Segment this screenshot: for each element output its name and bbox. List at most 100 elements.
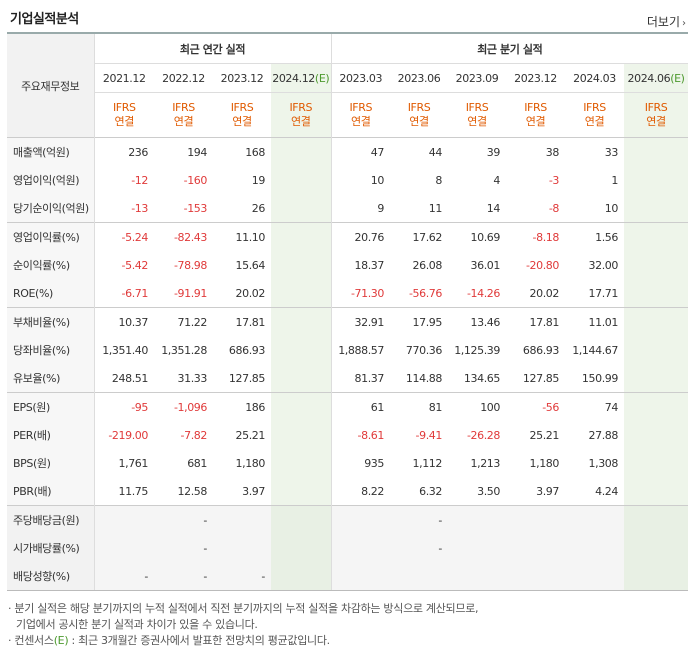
row-label: 부채비율(%) — [7, 307, 95, 336]
table-cell — [271, 336, 332, 364]
table-cell — [565, 505, 624, 534]
period-header: 2023.09 — [448, 63, 506, 93]
table-cell: -8.61 — [357, 428, 385, 442]
consolidated-label: 연결 — [232, 115, 252, 128]
table-cell: - — [390, 534, 448, 562]
table-cell — [624, 137, 689, 166]
table-cell: 4.24 — [595, 484, 618, 498]
table-cell: 39 — [448, 137, 506, 166]
estimate-marker: (E) — [314, 71, 330, 85]
table-cell — [331, 505, 390, 534]
table-cell — [624, 534, 689, 562]
row-label: 영업이익률(%) — [7, 222, 95, 251]
table-cell: -7.82 — [180, 428, 208, 442]
table-row: 배당성향(%) - - - — [7, 562, 689, 591]
table-cell: -20.80 — [525, 258, 559, 272]
table-cell: - — [94, 562, 154, 591]
table-cell: 8.22 — [361, 484, 384, 498]
row-label: 매출액(억원) — [7, 137, 95, 166]
table-cell: 770.36 — [405, 343, 442, 357]
period-header: 2021.12 — [94, 63, 154, 93]
table-cell: 935 — [364, 456, 384, 470]
ifrs-basis: IFRS 연결 — [154, 93, 213, 138]
ifrs-basis: IFRS 연결 — [624, 92, 689, 138]
table-cell: -13 — [131, 201, 148, 215]
table-cell: 10.69 — [448, 222, 506, 251]
table-cell: 1,351.40 — [102, 343, 148, 357]
table-cell: 11 — [428, 201, 443, 215]
table-cell — [331, 534, 390, 562]
table-cell — [271, 307, 332, 336]
table-cell — [271, 166, 332, 194]
row-label: PER(배) — [7, 421, 95, 449]
table-cell: 134.65 — [463, 371, 500, 385]
ifrs-basis: IFRS 연결 — [448, 93, 506, 138]
table-cell: 31.33 — [177, 371, 208, 385]
table-cell: 186 — [213, 392, 271, 421]
table-cell: -6.71 — [121, 286, 149, 300]
table-cell — [448, 505, 506, 534]
row-label: 순이익률(%) — [7, 251, 95, 279]
ifrs-label: IFRS — [289, 101, 313, 114]
consolidated-label: 연결 — [351, 115, 371, 128]
table-cell — [624, 279, 689, 308]
period-header: 2023.03 — [331, 63, 390, 93]
row-label: 당좌비율(%) — [7, 336, 95, 364]
row-label: 유보율(%) — [7, 364, 95, 393]
table-cell: - — [154, 534, 213, 562]
table-cell: 1,180 — [529, 456, 560, 470]
period-header: 2024.06(E) — [624, 63, 689, 93]
table-cell: 8 — [435, 173, 442, 187]
table-cell: -56 — [506, 392, 565, 421]
table-cell — [271, 251, 332, 279]
table-cell — [331, 562, 390, 591]
table-cell: 44 — [390, 137, 448, 166]
table-cell: -219.00 — [108, 428, 148, 442]
more-link[interactable]: 더보기 › — [647, 13, 686, 30]
table-cell: 33 — [565, 137, 624, 166]
financial-table: 주요재무정보 최근 연간 실적 최근 분기 실적 2021.12 2022.12 2… — [7, 32, 689, 591]
table-cell: 10.37 — [94, 307, 154, 336]
table-cell: 127.85 — [228, 371, 265, 385]
table-cell: 1,351.28 — [161, 343, 207, 357]
table-cell: -5.24 — [94, 222, 154, 251]
row-label: 영업이익(억원) — [7, 166, 95, 194]
row-label: BPS(원) — [7, 449, 95, 477]
table-cell: 71.22 — [154, 307, 213, 336]
footnote-2-rest: : 최근 3개월간 증권사에서 발표한 전망치의 평균값입니다. — [68, 634, 331, 647]
ifrs-label: IFRS — [583, 101, 606, 114]
table-row: 순이익률(%) -5.42 -78.98 15.64 18.37 26.08 36.01 -2… — [7, 251, 689, 279]
table-cell: -160 — [183, 173, 208, 187]
table-row: 시가배당률(%) - - — [7, 534, 689, 562]
ifrs-label: IFRS — [172, 101, 195, 114]
table-cell — [94, 534, 154, 562]
row-label: 주당배당금(원) — [7, 505, 95, 534]
more-label: 더보기 — [646, 15, 680, 29]
table-cell: 1,112 — [412, 456, 443, 470]
table-cell: 32.91 — [331, 307, 390, 336]
consolidated-label: 연결 — [291, 115, 311, 128]
table-cell: -8.18 — [506, 222, 565, 251]
table-cell: 3.97 — [242, 484, 265, 498]
table-cell: 3.97 — [536, 484, 559, 498]
row-label: ROE(%) — [7, 279, 95, 308]
table-cell: 12.58 — [177, 484, 208, 498]
estimate-marker: (E) — [670, 71, 685, 85]
ifrs-label: IFRS — [230, 101, 254, 114]
table-cell: 17.62 — [390, 222, 448, 251]
table-cell: -1,096 — [154, 392, 213, 421]
chevron-right-icon: › — [682, 18, 686, 29]
table-cell: 194 — [154, 137, 213, 166]
footnote-2-prefix: · 컨센서스 — [8, 634, 54, 647]
table-cell: - — [390, 505, 448, 534]
table-cell — [271, 562, 332, 591]
table-cell — [271, 364, 332, 393]
table-cell — [448, 534, 506, 562]
table-cell: 15.64 — [235, 258, 266, 272]
table-cell: 74 — [565, 392, 624, 421]
row-label: EPS(원) — [7, 392, 95, 421]
table-cell — [271, 279, 332, 308]
row-label: 당기순이익(억원) — [7, 194, 95, 223]
table-cell — [624, 392, 689, 421]
table-cell: 36.01 — [470, 258, 501, 272]
